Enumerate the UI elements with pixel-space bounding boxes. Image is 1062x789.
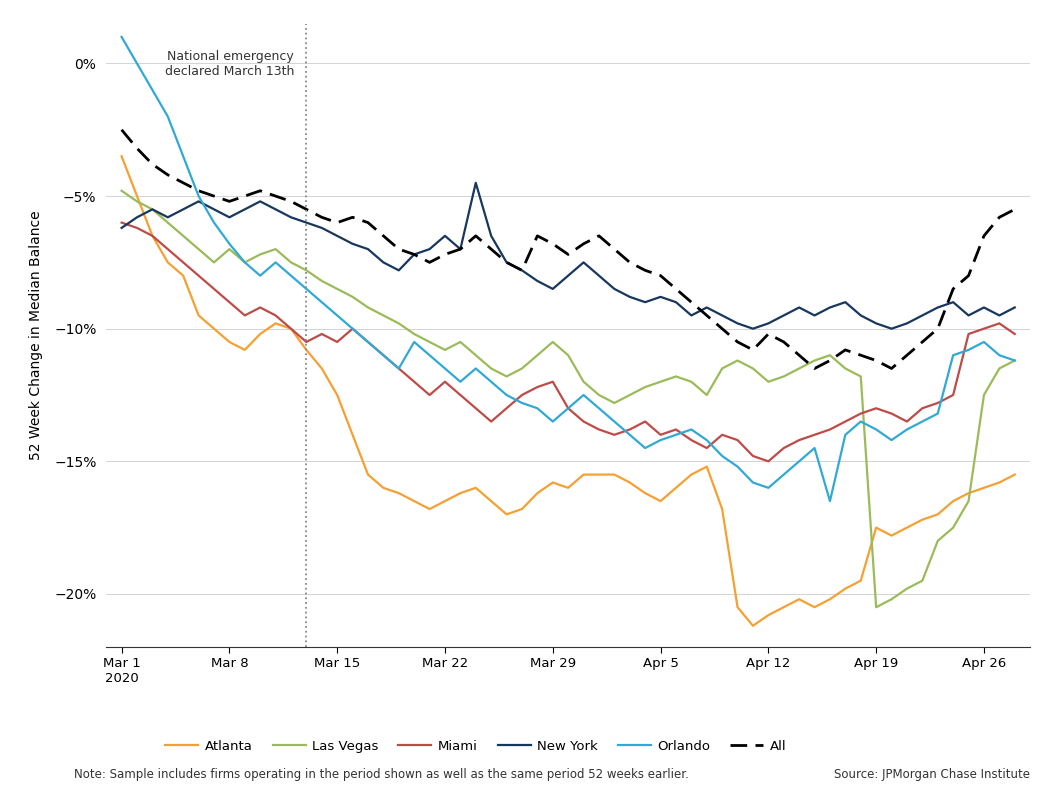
Text: Note: Sample includes firms operating in the period shown as well as the same pe: Note: Sample includes firms operating in… [74,768,689,781]
Text: Source: JPMorgan Chase Institute: Source: JPMorgan Chase Institute [834,768,1030,781]
Y-axis label: 52 Week Change in Median Balance: 52 Week Change in Median Balance [29,211,42,460]
Legend: Atlanta, Las Vegas, Miami, New York, Orlando, All: Atlanta, Las Vegas, Miami, New York, Orl… [160,735,791,758]
Text: National emergency
declared March 13th: National emergency declared March 13th [165,50,294,78]
